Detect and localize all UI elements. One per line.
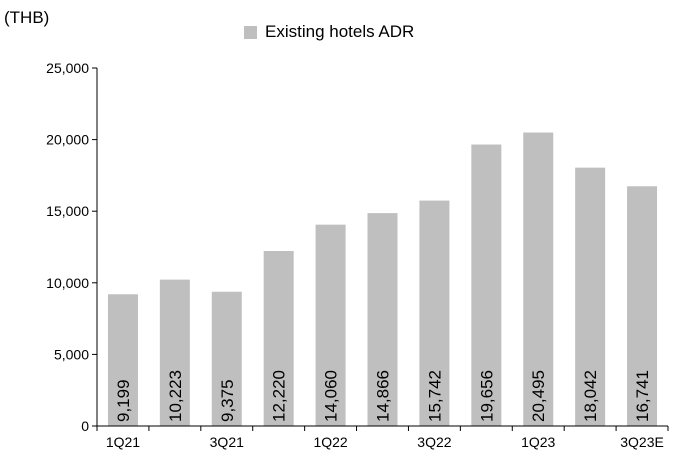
bar-4Q22 — [471, 144, 502, 427]
data-label-2Q22: 14,866 — [374, 370, 393, 422]
x-tick-label: 3Q23E — [620, 434, 664, 450]
x-tick-label: 1Q22 — [313, 434, 347, 450]
bar-1Q23 — [523, 132, 554, 426]
y-tick-label: 20,000 — [46, 132, 89, 148]
y-tick-label: 10,000 — [46, 275, 89, 291]
legend-label: Existing hotels ADR — [265, 22, 415, 41]
bars-group — [107, 132, 658, 427]
y-tick-label: 0 — [81, 418, 89, 434]
data-label-2Q21: 10,223 — [166, 370, 185, 422]
bar-1Q21 — [107, 294, 138, 426]
data-label-2Q23: 18,042 — [581, 370, 600, 422]
x-tick-label: 3Q21 — [210, 434, 244, 450]
y-tick-label: 25,000 — [46, 60, 89, 76]
bar-2Q21 — [159, 279, 190, 426]
y-tick-label: 15,000 — [46, 203, 89, 219]
axes-group: 0 5,000 10,000 15,000 20,000 25,000 1Q21 3Q21 1Q… — [46, 60, 669, 450]
bar-2Q23 — [575, 167, 606, 427]
bar-2Q22 — [367, 213, 398, 426]
legend-swatch — [244, 25, 257, 39]
bar-3Q21 — [211, 291, 242, 426]
x-tick-label: 1Q23 — [521, 434, 555, 450]
y-axis-unit-label: (THB) — [4, 8, 50, 27]
data-label-3Q21: 9,375 — [218, 379, 237, 422]
bar-1Q22 — [315, 224, 346, 426]
data-label-3Q22: 15,742 — [425, 370, 444, 422]
y-tick-label: 5,000 — [54, 346, 89, 362]
bar-4Q21 — [263, 251, 294, 426]
data-label-3Q23E: 16,741 — [633, 370, 652, 422]
bar-3Q22 — [419, 200, 450, 426]
data-label-4Q22: 19,656 — [477, 370, 496, 422]
data-label-1Q22: 14,060 — [322, 370, 341, 422]
data-label-4Q21: 12,220 — [270, 370, 289, 422]
data-label-1Q21: 9,199 — [114, 379, 133, 422]
x-tick-label: 1Q21 — [106, 434, 140, 450]
data-labels-group: 9,199 10,223 9,375 12,220 14,060 14,866 15,742… — [114, 370, 652, 422]
bar-3Q23E — [627, 186, 658, 426]
chart-legend: Existing hotels ADR — [244, 22, 414, 42]
data-label-1Q23: 20,495 — [529, 370, 548, 422]
x-tick-label: 3Q22 — [417, 434, 451, 450]
